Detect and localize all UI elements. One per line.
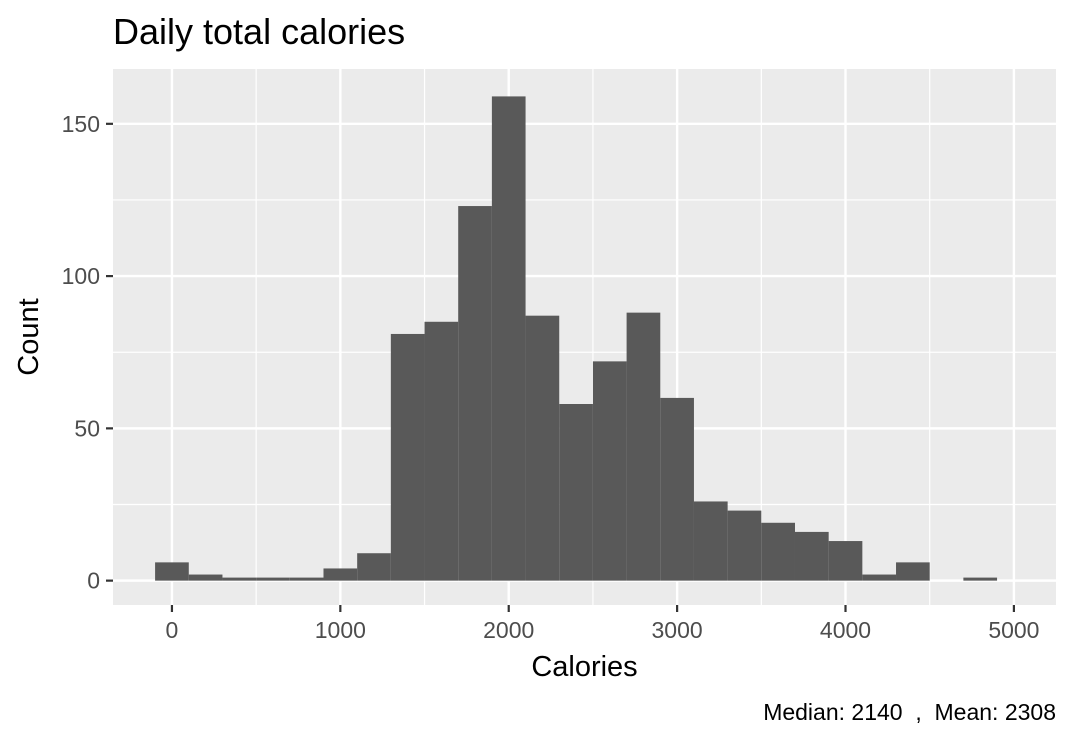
histogram-bar [155, 562, 189, 581]
x-tick-label: 0 [166, 617, 179, 643]
y-tick-label: 0 [87, 568, 100, 594]
histogram-bar [491, 96, 526, 581]
histogram-bar [222, 577, 257, 581]
histogram-bars [155, 96, 998, 581]
y-axis: 0 50 100 150 [62, 111, 113, 594]
y-tick-label: 50 [74, 415, 100, 441]
histogram-bar [761, 522, 795, 581]
histogram-bar [794, 531, 829, 581]
histogram-bar [357, 553, 391, 581]
histogram-bar [390, 333, 425, 581]
x-tick-label: 4000 [820, 617, 871, 643]
histogram-bar [963, 577, 998, 581]
histogram-bar [458, 206, 492, 581]
histogram-bar [626, 312, 661, 581]
x-axis: 0 1000 2000 3000 4000 5000 [166, 605, 1039, 643]
histogram-bar [693, 501, 728, 581]
x-tick-label: 3000 [652, 617, 703, 643]
histogram-bar [424, 321, 459, 581]
histogram-bar [862, 574, 897, 581]
histogram-bar [323, 568, 358, 581]
x-axis-title: Calories [531, 651, 637, 683]
histogram-bar [896, 562, 930, 581]
x-tick-label: 1000 [315, 617, 366, 643]
chart-caption: Median: 2140 , Mean: 2308 [763, 699, 1056, 725]
histogram-bar [727, 510, 762, 581]
histogram-bar [828, 541, 863, 581]
x-tick-label: 5000 [988, 617, 1039, 643]
histogram-bar [188, 574, 223, 581]
histogram-bar [256, 577, 290, 581]
chart-title: Daily total calories [113, 11, 405, 52]
histogram-bar [559, 404, 593, 581]
histogram-bar [660, 397, 694, 581]
y-tick-label: 150 [62, 111, 100, 137]
histogram-bar [525, 315, 560, 581]
x-tick-label: 2000 [483, 617, 534, 643]
y-tick-label: 100 [62, 263, 100, 289]
y-axis-title: Count [13, 298, 45, 375]
histogram-bar [289, 577, 324, 581]
histogram-bar [592, 361, 627, 581]
